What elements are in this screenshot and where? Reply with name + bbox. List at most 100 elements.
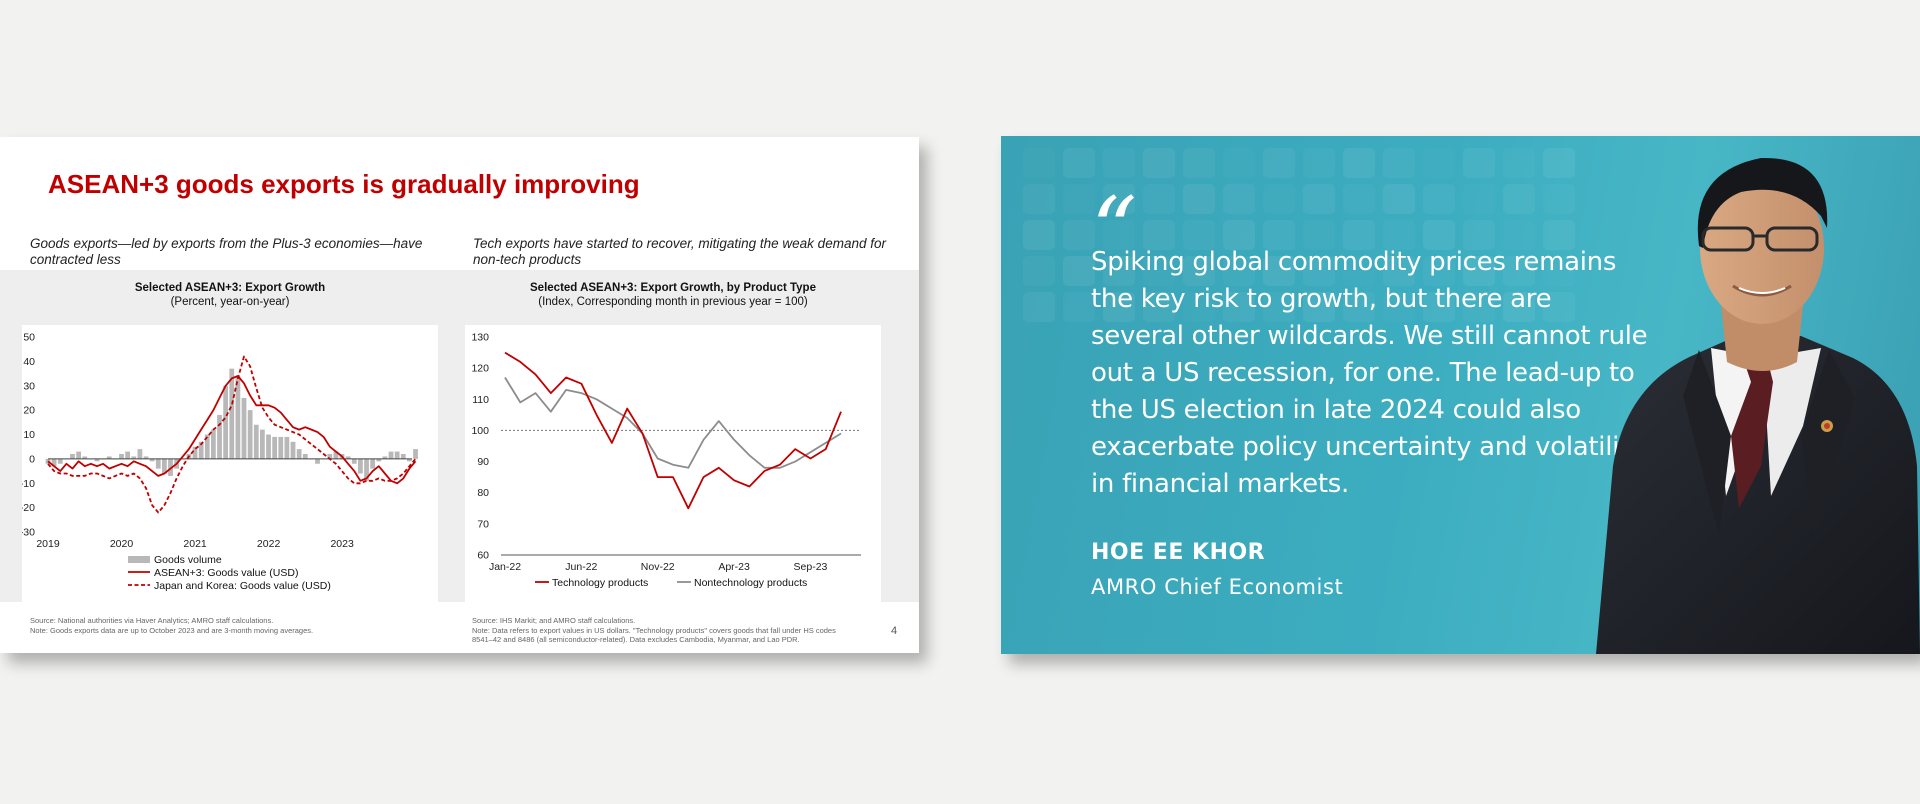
background-tile (1343, 292, 1375, 322)
right-note-line-2: 8541–42 and 8486 (all semiconductor-rela… (472, 635, 800, 644)
background-tile (1223, 220, 1255, 250)
background-tile (1103, 256, 1135, 286)
background-tile (1303, 256, 1335, 286)
right-chart-title: Selected ASEAN+3: Export Growth, by Prod… (530, 282, 816, 294)
quote-text: Spiking global commodity prices remains … (1091, 247, 1648, 499)
right-chart-subtitle: (Index, Corresponding month in previous … (538, 296, 808, 308)
volume-bar (345, 456, 351, 459)
background-tile (1023, 148, 1055, 178)
quote-mark-icon: “ (1091, 178, 1138, 283)
background-tile (1063, 256, 1095, 286)
background-tile (1143, 148, 1175, 178)
x-tick-label: Apr-23 (718, 561, 750, 573)
volume-bar (364, 458, 369, 481)
x-tick-label: Jan-22 (489, 561, 521, 573)
volume-bar (333, 451, 339, 459)
background-tile (1543, 184, 1575, 214)
x-tick-label: Nov-22 (641, 561, 675, 573)
background-tile (1383, 148, 1415, 178)
x-tick-label: Sep-23 (794, 561, 828, 573)
x-tick-label: 2023 (330, 538, 354, 550)
volume-bar (241, 397, 247, 459)
background-tile (1303, 292, 1335, 322)
background-tile (1303, 184, 1335, 214)
speaker-name: HOE EE KHOR (1091, 540, 1266, 565)
background-tile (1343, 184, 1375, 214)
background-tile (1423, 292, 1455, 322)
volume-bar (290, 441, 296, 459)
y-tick-label: 110 (472, 394, 489, 406)
volume-bar (235, 376, 241, 459)
y-tick-label: 50 (23, 332, 35, 344)
background-tile (1463, 184, 1495, 214)
background-tile (1303, 148, 1335, 178)
volume-bar (413, 449, 418, 459)
background-tile (1263, 184, 1295, 214)
y-tick-label: -30 (22, 527, 35, 539)
volume-bar (327, 454, 333, 459)
background-tile (1503, 184, 1535, 214)
background-tile (1223, 184, 1255, 214)
background-tile (1383, 256, 1415, 286)
volume-bar (57, 458, 63, 464)
background-tile (1103, 184, 1135, 214)
volume-bar (284, 436, 290, 459)
volume-bar (204, 434, 210, 459)
y-tick-label: 80 (477, 487, 489, 499)
legend-label: ASEAN+3: Goods value (USD) (154, 567, 298, 579)
y-tick-label: 120 (471, 363, 489, 375)
background-tile (1223, 148, 1255, 178)
volume-bar (82, 456, 88, 459)
background-tile (1383, 184, 1415, 214)
volume-bar (143, 456, 149, 459)
left-note-line: Note: Goods exports data are up to Octob… (30, 625, 314, 635)
export-slide: ASEAN+3 goods exports is gradually impro… (0, 137, 919, 653)
right-note-line: Note: Data refers to export values in US… (472, 625, 836, 635)
volume-bar (394, 451, 400, 459)
y-tick-label: 30 (23, 380, 35, 392)
background-tile (1423, 184, 1455, 214)
legend-label: Goods volume (154, 554, 222, 566)
y-tick-label: 70 (477, 518, 489, 530)
y-tick-label: 60 (477, 550, 489, 562)
x-tick-label: 2019 (36, 538, 60, 550)
volume-bar (272, 436, 278, 459)
background-tile (1023, 220, 1055, 250)
background-tile (1503, 292, 1535, 322)
volume-bar (131, 456, 137, 459)
right-chart: 130 120 110 100 90 80 70 60 Jan-22 Jun-22 Nov-22 Ap… (465, 325, 881, 602)
background-tile (1343, 148, 1375, 178)
background-tile (1023, 292, 1055, 322)
quote-card: “ Spiking global commodity prices remain… (1001, 136, 1920, 654)
right-source: Source: IHS Markit; and AMRO staff calcu… (472, 616, 872, 645)
background-tile (1023, 184, 1055, 214)
background-tile (1503, 148, 1535, 178)
right-source-line: Source: IHS Markit; and AMRO staff calcu… (472, 616, 636, 625)
volume-bar (229, 368, 235, 459)
slide-title: ASEAN+3 goods exports is gradually impro… (48, 169, 640, 199)
volume-bar (106, 456, 112, 459)
background-tile (1183, 184, 1215, 214)
volume-bar (149, 458, 155, 462)
legend-label: Nontechnology products (694, 577, 807, 589)
volume-bar (198, 441, 204, 459)
left-caption: Goods exports—led by exports from the Pl… (30, 236, 423, 267)
tech-line (504, 351, 842, 510)
volume-bar (382, 456, 388, 459)
volume-bar (400, 454, 406, 459)
volume-bar (211, 429, 216, 459)
x-tick-label: 2020 (110, 538, 134, 550)
volume-bar (296, 449, 302, 459)
right-caption: Tech exports have started to recover, mi… (473, 236, 886, 267)
volume-bar (315, 458, 320, 464)
background-tile (1263, 256, 1295, 286)
background-tile (1223, 292, 1255, 322)
background-tile (1543, 220, 1575, 250)
y-tick-label: 20 (23, 405, 35, 417)
volume-bar (358, 458, 363, 474)
left-chart-title: Selected ASEAN+3: Export Growth (134, 282, 326, 294)
legend-label: Japan and Korea: Goods value (USD) (154, 580, 331, 592)
volume-bar (192, 446, 198, 459)
